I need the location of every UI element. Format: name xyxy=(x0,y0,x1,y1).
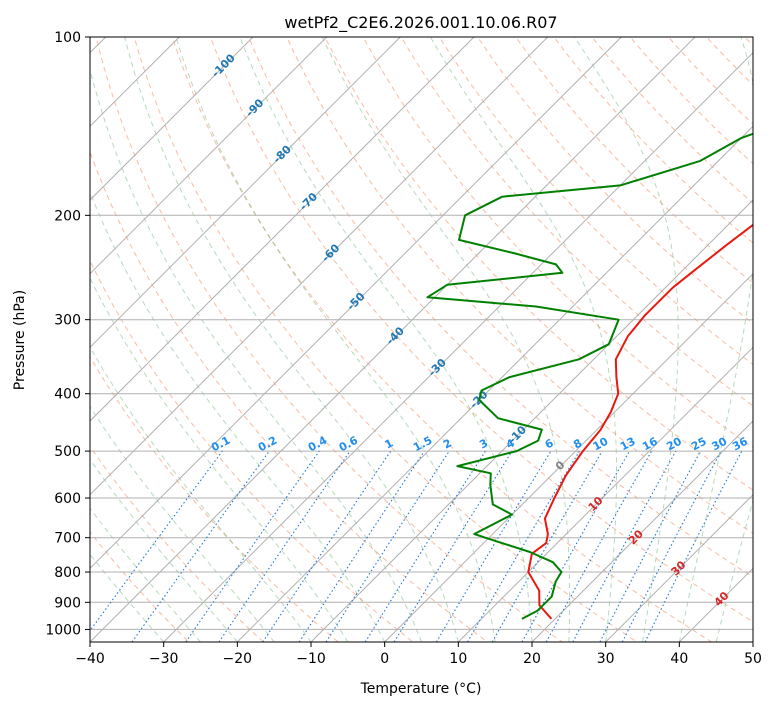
isotherm-line xyxy=(90,37,401,349)
mixing-ratio-label: 30 xyxy=(710,435,730,454)
mixing-ratio-line xyxy=(185,450,320,642)
moist-adiabat xyxy=(90,346,312,642)
dry-adiabat xyxy=(477,37,753,325)
x-tick-label: 20 xyxy=(523,651,541,667)
y-tick-label: 800 xyxy=(54,565,81,581)
mixing-ratio-line xyxy=(262,450,392,642)
mixing-ratio-line xyxy=(218,450,351,642)
plot-frame xyxy=(89,36,754,643)
y-tick-label: 1000 xyxy=(45,622,81,638)
moist-adiabat xyxy=(124,37,459,642)
dry-adiabat xyxy=(438,37,753,366)
dry-adiabat xyxy=(210,37,753,623)
x-tick-label: −20 xyxy=(223,651,253,667)
y-tick-label: 500 xyxy=(54,444,81,460)
x-tick-label: 0 xyxy=(380,651,389,667)
y-tick-label: 700 xyxy=(54,531,81,547)
sounding-profiles xyxy=(426,132,753,620)
plot-area: -100-90-80-70-60-50-40-30-20-10010203040… xyxy=(90,37,753,642)
x-tick-label: 30 xyxy=(597,651,615,667)
mixing-ratio-line xyxy=(90,450,223,632)
dry-adiabat xyxy=(90,259,414,642)
mixing-ratio-line xyxy=(644,450,743,642)
isotherm-line xyxy=(90,37,328,275)
mixing-ratio-label: 36 xyxy=(730,435,750,454)
y-tick-label: 100 xyxy=(54,30,81,46)
dry-adiabat xyxy=(95,37,564,642)
isotherm-line xyxy=(457,346,753,642)
moist-adiabat xyxy=(90,67,422,642)
isotherm-line xyxy=(90,37,475,422)
x-tick-label: −10 xyxy=(296,651,326,667)
mixing-ratio-line xyxy=(325,450,450,642)
mixing-ratio-line xyxy=(393,450,513,642)
y-axis-label: Pressure (hPa) xyxy=(12,290,28,390)
mixing-ratio-line xyxy=(572,450,677,642)
isotherm-line xyxy=(90,37,622,570)
isotherm-line xyxy=(531,420,753,642)
dry-adiabat xyxy=(90,150,489,642)
y-axis: 100 200 300 400 500 600 700 800 900 1000 xyxy=(45,30,90,638)
x-tick-label: 10 xyxy=(449,651,467,667)
moist-adiabat xyxy=(90,458,238,642)
dry-adiabat xyxy=(629,37,753,165)
moist-adiabat xyxy=(90,276,349,642)
temperature-profile-line xyxy=(527,223,753,620)
moist-adiabat xyxy=(90,507,201,642)
y-tick-label: 300 xyxy=(54,313,81,329)
isotherm-line xyxy=(90,37,254,201)
isotherm-line xyxy=(605,493,753,642)
dry-adiabat xyxy=(400,37,753,407)
mixing-ratio-label: 20 xyxy=(664,435,684,454)
mixing-ratio-line xyxy=(131,450,270,642)
chart-title: wetPf2_C2E6.2026.001.10.06.R07 xyxy=(284,13,557,33)
moist-adiabat xyxy=(175,37,496,642)
moist-adiabat xyxy=(90,553,165,642)
dry-adiabat xyxy=(171,37,713,642)
isotherm-line xyxy=(163,51,753,642)
moist-adiabat xyxy=(90,405,275,642)
x-tick-label: −40 xyxy=(75,651,105,667)
mixing-ratio-label: 16 xyxy=(640,435,660,454)
isobar-grid xyxy=(90,37,753,630)
dry-adiabat xyxy=(248,37,753,578)
dry-adiabat xyxy=(90,356,340,642)
isotherm-line xyxy=(90,37,549,496)
moist-adiabat xyxy=(429,37,617,642)
moist-adiabat xyxy=(90,190,386,642)
y-tick-label: 600 xyxy=(54,491,81,507)
moist-adiabat xyxy=(573,37,679,642)
mixing-ratio-label: 13 xyxy=(618,435,638,454)
isotherm-line xyxy=(310,199,753,642)
x-axis: −40 −30 −20 −10 0 10 20 30 40 50 xyxy=(75,642,762,667)
y-tick-label: 200 xyxy=(54,208,81,224)
dry-adiabats xyxy=(90,37,753,642)
mixing-ratio-lines xyxy=(90,450,743,642)
mixing-ratio-label: 10 xyxy=(591,435,611,454)
dry-adiabat xyxy=(324,37,753,491)
x-tick-label: 40 xyxy=(670,651,688,667)
mixing-ratio-label: 25 xyxy=(689,435,709,454)
x-axis-label: Temperature (°C) xyxy=(360,681,482,697)
mixing-ratio-line xyxy=(298,450,425,642)
y-tick-label: 900 xyxy=(54,595,81,611)
dewpoint-profile-line xyxy=(426,132,753,620)
isotherm-line xyxy=(384,272,753,642)
mixing-ratio-line xyxy=(545,450,653,642)
dry-adiabat xyxy=(515,37,753,284)
moist-adiabats xyxy=(90,37,753,642)
y-tick-label: 400 xyxy=(54,387,81,403)
mixing-ratio-line xyxy=(521,450,630,642)
x-tick-label: 50 xyxy=(744,651,762,667)
x-tick-label: −30 xyxy=(149,651,179,667)
isotherm-line xyxy=(90,37,696,642)
mixing-ratio-labels: 0.1 0.2 0.4 0.6 1 1.5 2 3 4 6 8 10 13 16 20 25 30 36 xyxy=(209,434,750,455)
dry-adiabat xyxy=(591,37,753,204)
moist-adiabat xyxy=(239,37,533,642)
dry-adiabat xyxy=(133,37,638,642)
dry-adiabat xyxy=(286,37,753,534)
